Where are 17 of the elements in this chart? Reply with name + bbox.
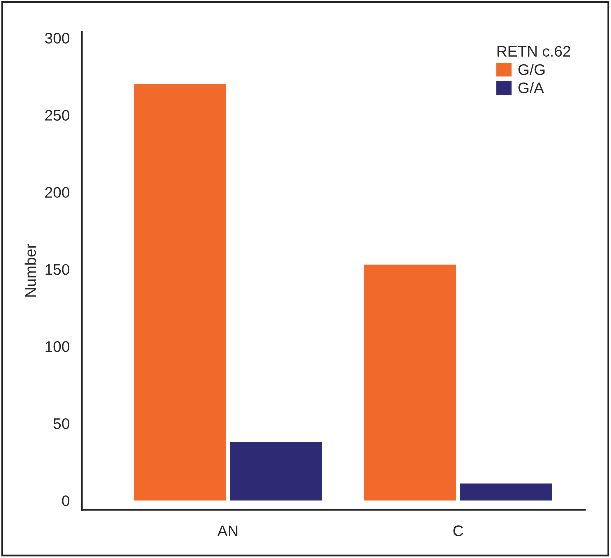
legend-title: RETN c.62	[498, 46, 570, 57]
y-tick-label: 250	[45, 110, 70, 121]
y-tick-label: 0	[62, 496, 70, 506]
legend-label: G/A	[518, 82, 544, 94]
bar	[134, 84, 226, 501]
y-tick-label: 300	[45, 33, 70, 44]
bar	[230, 442, 322, 501]
x-tick-label: AN	[218, 526, 238, 536]
bar	[364, 264, 456, 501]
y-tick-label: 200	[45, 187, 70, 198]
y-tick-label: 100	[46, 341, 70, 352]
y-tick-label: 150	[46, 264, 70, 276]
legend-label: G/G	[518, 64, 545, 76]
y-tick-label: 50	[54, 418, 70, 430]
bar	[460, 484, 552, 501]
y-axis-title: Number	[24, 244, 36, 297]
x-tick-label: C	[454, 526, 464, 536]
